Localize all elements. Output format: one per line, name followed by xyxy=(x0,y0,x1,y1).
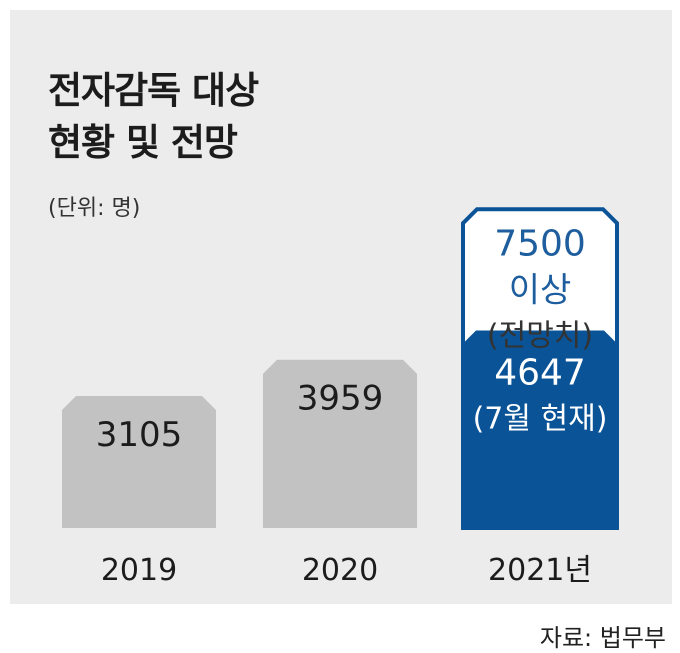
projection-suffix-label: 이상 xyxy=(509,270,572,310)
x-tick-label: 2021년 xyxy=(488,553,592,588)
bar-2021년 xyxy=(462,330,618,529)
bar-value-label: 3105 xyxy=(96,415,183,455)
chart-title-line-2: 현황 및 전망 xyxy=(48,121,238,164)
x-tick-label: 2019 xyxy=(101,553,177,588)
bar-2020 xyxy=(263,359,417,528)
bar-value-label: 3959 xyxy=(297,379,384,419)
chart-title-line-1: 전자감독 대상 xyxy=(48,69,259,112)
projection-value-label: 7500 xyxy=(494,223,586,264)
bar-2019 xyxy=(62,396,216,528)
unit-label: (단위: 명) xyxy=(48,196,141,221)
bar-value-label: 4647 xyxy=(494,353,586,394)
source-note: 자료: 법무부 xyxy=(539,624,666,652)
bar-value-sublabel: (7월 현재) xyxy=(473,402,608,437)
x-tick-label: 2020 xyxy=(302,553,378,588)
projection-note-label: (전망치) xyxy=(487,318,593,353)
